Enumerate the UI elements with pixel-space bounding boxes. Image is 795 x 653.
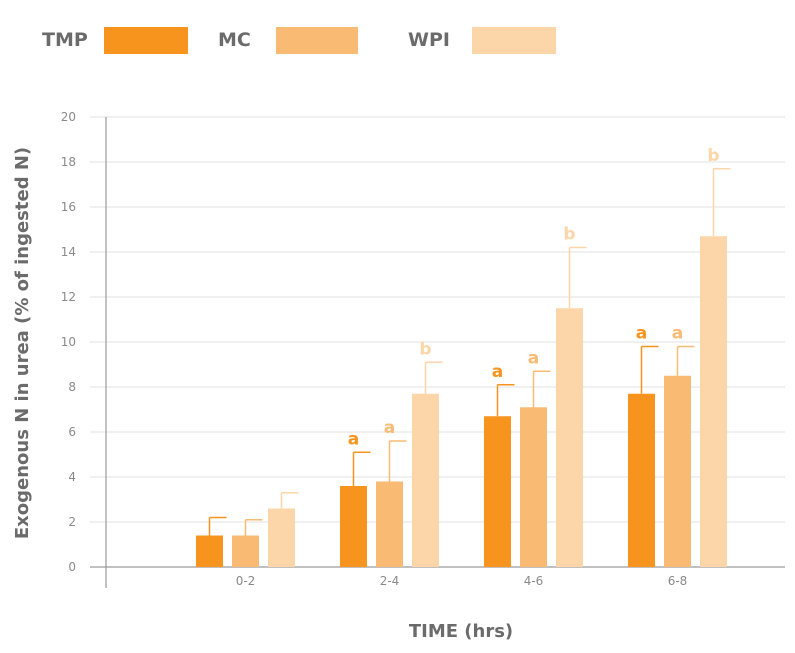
bar-wpi-0-2 xyxy=(268,508,295,567)
significance-label: a xyxy=(528,348,539,368)
x-tick-label: 0-2 xyxy=(236,574,256,588)
bar-wpi-2-4 xyxy=(412,393,439,567)
x-tick-labels: 0-2 2-4 4-6 6-8 xyxy=(236,574,688,588)
significance-label: a xyxy=(348,429,359,449)
x-tick-label: 6-8 xyxy=(668,574,688,588)
y-axis-title: Exogenous N in urea (% of ingested N) xyxy=(12,147,33,539)
legend-swatch-wpi xyxy=(472,27,556,54)
bar-wpi-4-6 xyxy=(556,308,583,567)
x-axis-title: TIME (hrs) xyxy=(409,621,513,642)
y-tick-label: 2 xyxy=(68,515,76,529)
bar-mc-2-4 xyxy=(376,481,403,567)
y-tick-label: 0 xyxy=(68,560,76,574)
significance-label: a xyxy=(636,324,647,344)
bars: a a b a a b a a b xyxy=(196,146,731,567)
significance-label: a xyxy=(492,362,503,382)
y-tick-label: 14 xyxy=(61,245,76,259)
y-tick-label: 12 xyxy=(61,290,76,304)
gridlines xyxy=(90,116,785,523)
y-tick-label: 8 xyxy=(68,380,76,394)
significance-label: a xyxy=(672,324,683,344)
legend-swatch-mc xyxy=(276,27,358,54)
y-tick-labels: 0 2 4 6 8 10 12 14 16 18 20 xyxy=(61,110,76,574)
y-tick-label: 16 xyxy=(61,200,76,214)
y-tick-label: 4 xyxy=(68,470,76,484)
significance-label: b xyxy=(707,146,719,166)
legend-label-wpi: WPI xyxy=(408,29,450,51)
y-tick-label: 10 xyxy=(61,335,76,349)
legend: TMP MC WPI xyxy=(42,27,556,54)
bar-tmp-6-8 xyxy=(628,393,655,567)
bar-mc-0-2 xyxy=(232,535,259,567)
bar-wpi-6-8 xyxy=(700,236,727,567)
significance-label: a xyxy=(384,418,395,438)
bar-tmp-0-2 xyxy=(196,535,223,567)
bar-mc-4-6 xyxy=(520,407,547,567)
significance-label: b xyxy=(419,339,431,359)
x-tick-label: 4-6 xyxy=(524,574,544,588)
bar-mc-6-8 xyxy=(664,375,691,567)
y-tick-label: 6 xyxy=(68,425,76,439)
legend-swatch-tmp xyxy=(104,27,188,54)
significance-label: b xyxy=(563,225,575,245)
legend-label-tmp: TMP xyxy=(42,29,88,51)
y-tick-label: 18 xyxy=(61,155,76,169)
bar-tmp-2-4 xyxy=(340,486,367,567)
y-tick-label: 20 xyxy=(61,110,76,124)
x-tick-label: 2-4 xyxy=(380,574,400,588)
legend-label-mc: MC xyxy=(218,29,251,51)
bar-tmp-4-6 xyxy=(484,416,511,567)
